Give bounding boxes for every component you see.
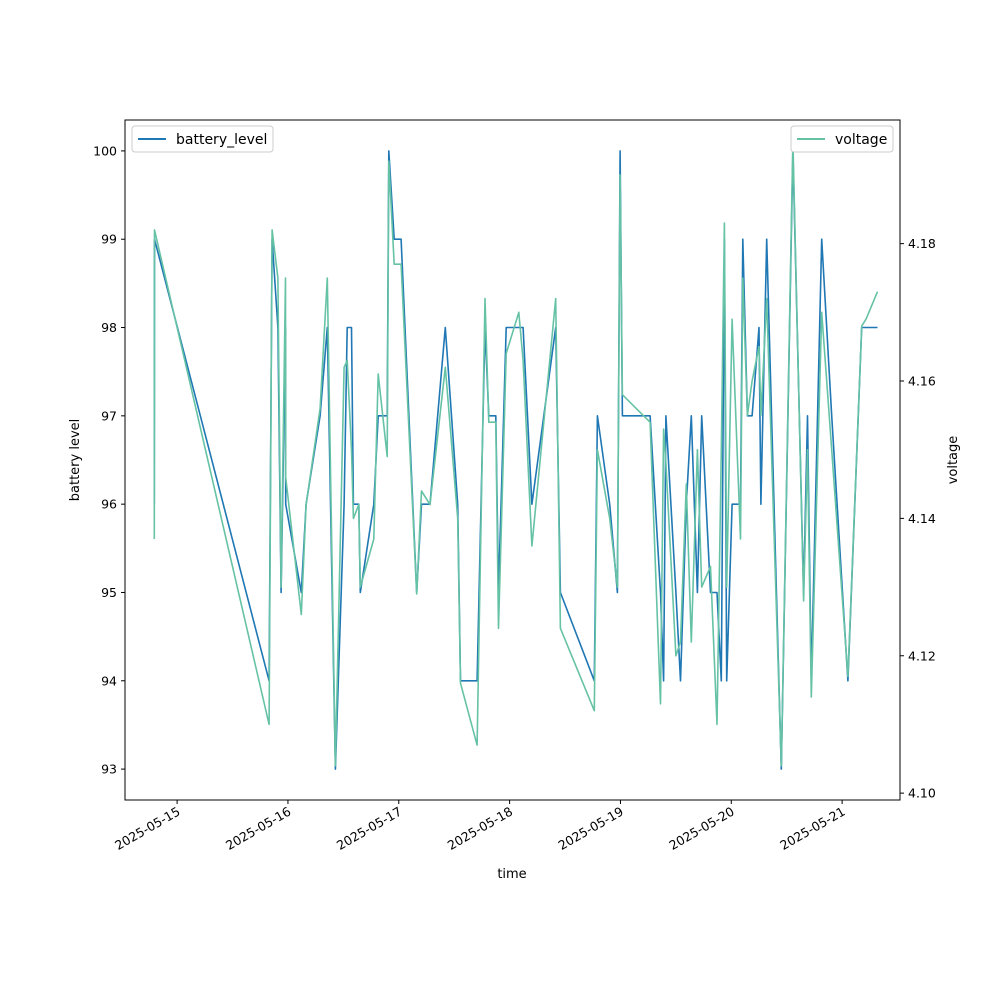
- right-y-tick-label: 4.18: [908, 236, 936, 251]
- right-y-axis: 4.10 4.12 4.14 4.16 4.18: [900, 236, 936, 801]
- left-y-tick-label: 95: [101, 585, 117, 600]
- battery-level-line: [153, 150, 878, 770]
- legend-left-box: [131, 125, 274, 153]
- x-tick-label: 2025-05-17: [334, 804, 404, 853]
- legend-right: voltage: [790, 125, 894, 153]
- right-y-axis-title: voltage: [946, 436, 961, 485]
- x-tick-label: 2025-05-19: [556, 804, 626, 853]
- legend-left-label: battery_level: [176, 132, 267, 148]
- plot-area: [153, 139, 879, 770]
- x-tick-label: 2025-05-20: [666, 804, 736, 853]
- axes-frame: [124, 119, 901, 801]
- left-y-tick-label: 97: [101, 408, 117, 423]
- voltage-line: [153, 139, 879, 767]
- x-tick-label: 2025-05-15: [112, 804, 182, 853]
- left-y-axis: 93 94 95 96 97 98 99 100: [93, 143, 125, 777]
- legend-left: battery_level: [131, 125, 274, 153]
- left-y-tick-label: 99: [101, 232, 117, 247]
- left-y-tick-label: 96: [101, 497, 117, 512]
- left-y-tick-label: 98: [101, 320, 117, 335]
- left-y-tick-label: 93: [101, 762, 117, 777]
- legend-right-label: voltage: [835, 132, 887, 148]
- x-tick-label: 2025-05-18: [445, 804, 515, 853]
- legend-right-box: [790, 125, 894, 153]
- right-y-tick-label: 4.14: [908, 511, 936, 526]
- x-axis: 2025-05-15 2025-05-16 2025-05-17 2025-05-18…: [112, 800, 848, 853]
- x-tick-label: 2025-05-21: [777, 804, 847, 853]
- right-y-tick-label: 4.10: [908, 786, 936, 801]
- left-y-tick-label: 100: [93, 143, 117, 158]
- right-y-tick-label: 4.12: [908, 648, 936, 663]
- left-y-axis-title: battery level: [68, 419, 83, 502]
- left-y-tick-label: 94: [101, 673, 117, 688]
- x-tick-label: 2025-05-16: [223, 804, 293, 853]
- right-y-tick-label: 4.16: [908, 374, 936, 389]
- x-axis-title: time: [497, 867, 526, 882]
